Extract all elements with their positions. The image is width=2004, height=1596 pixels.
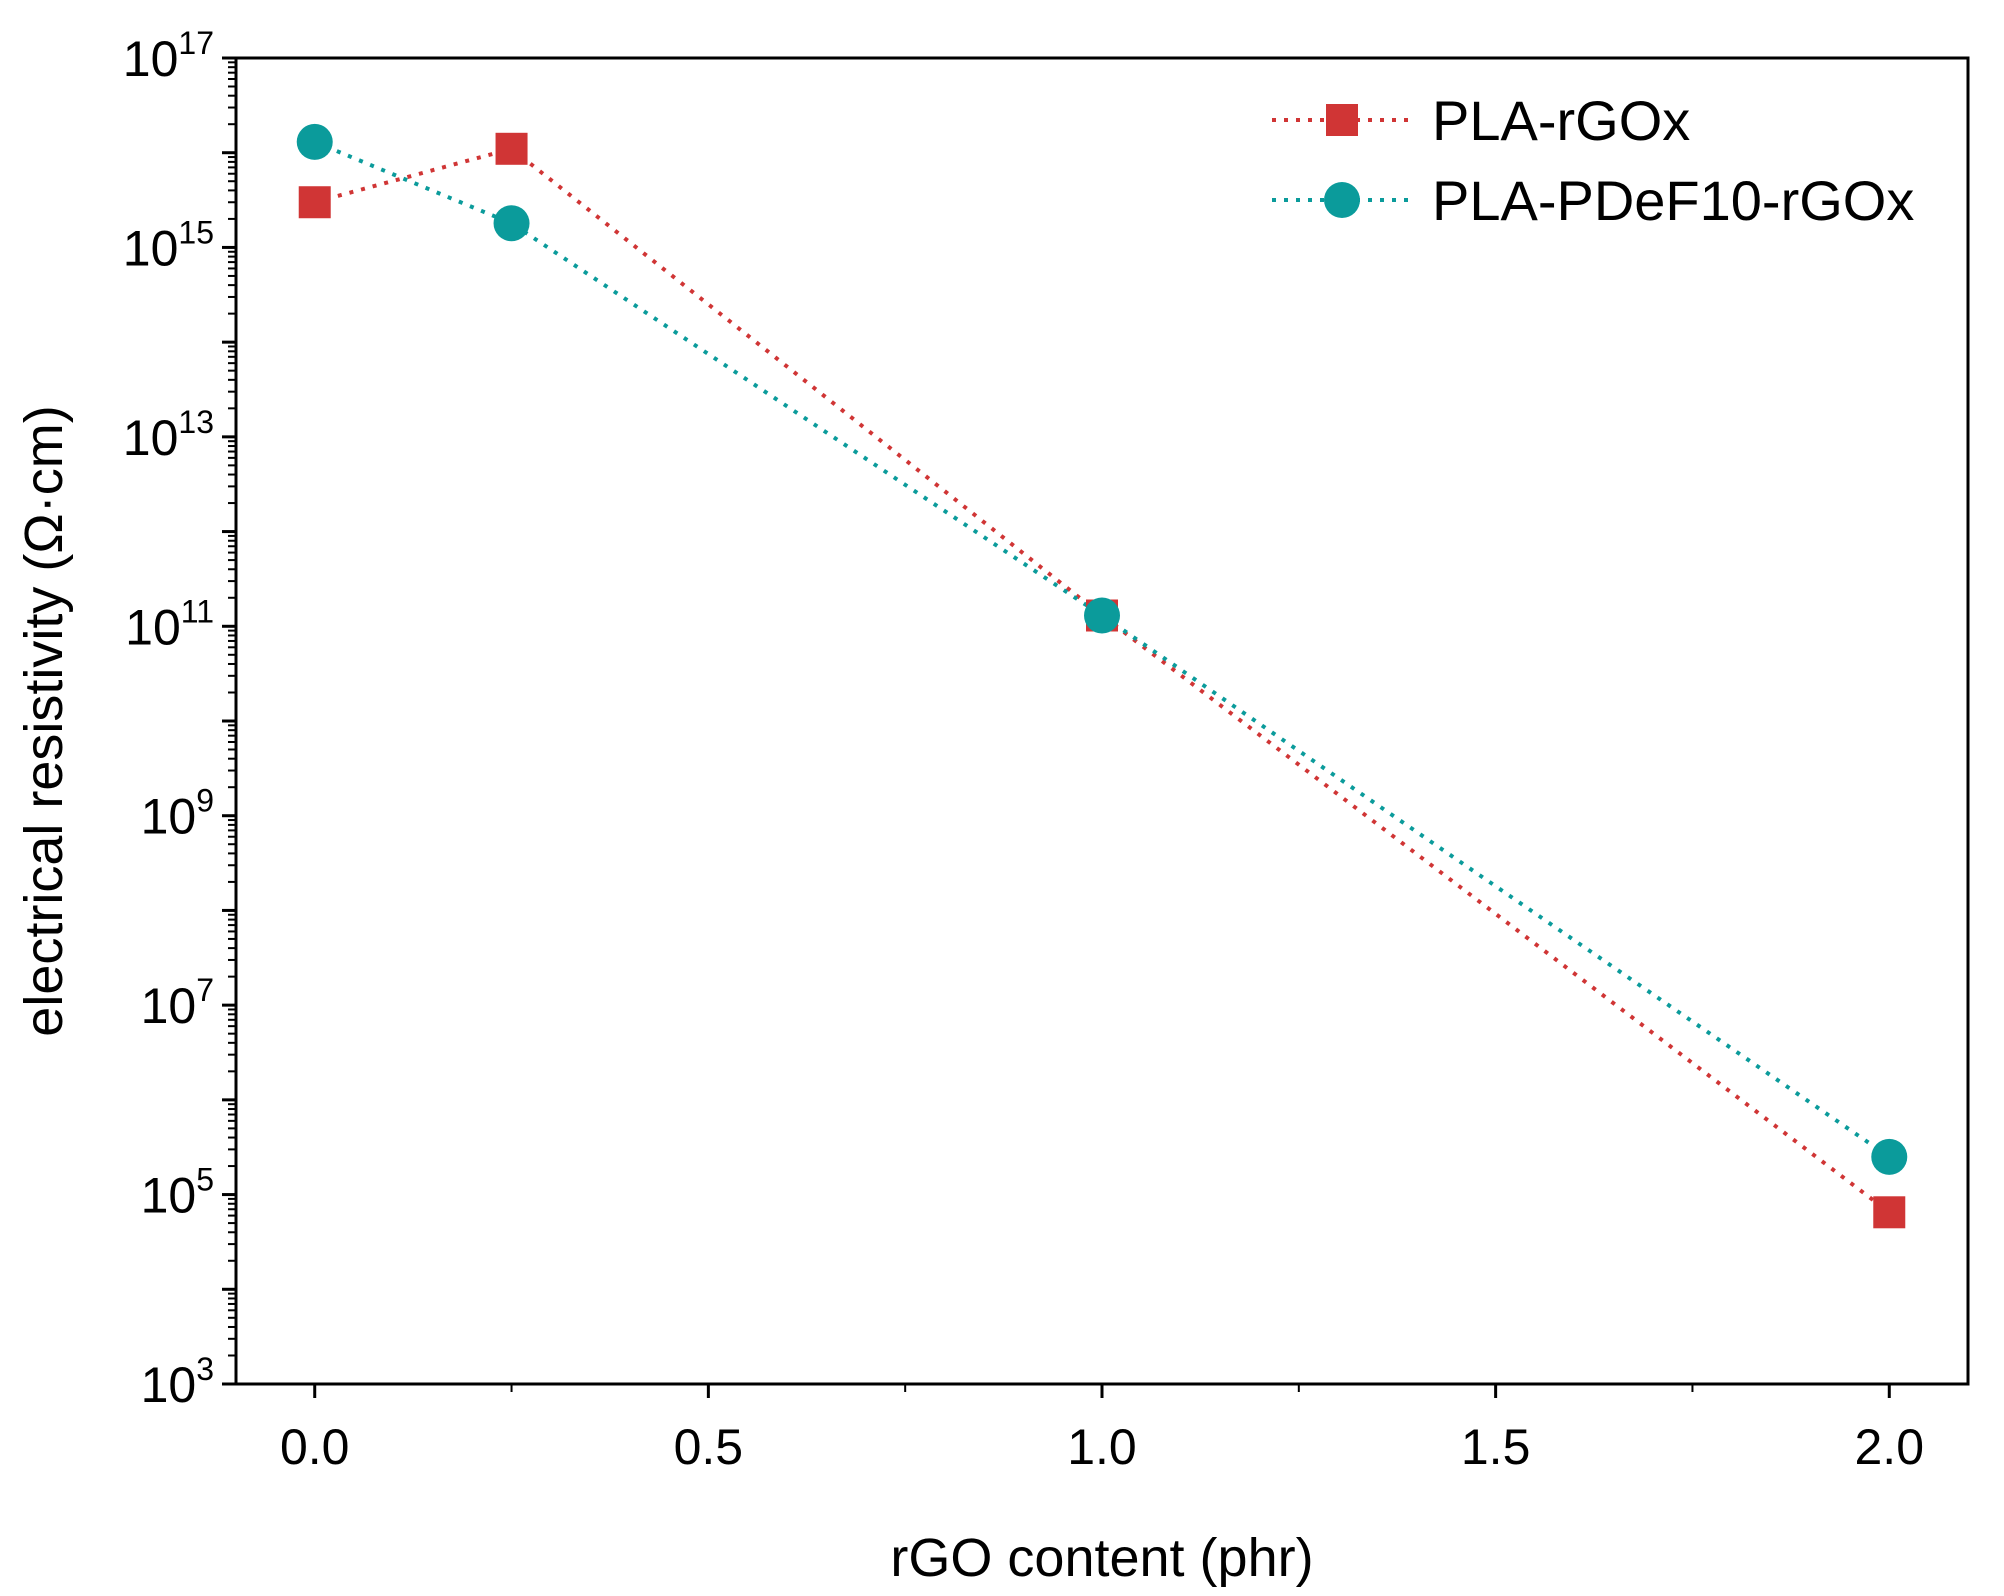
y-tick-label: 103 [141,1351,214,1413]
x-tick-label: 0.5 [674,1419,744,1475]
data-point-circle [493,205,530,242]
x-axis-label: rGO content (phr) [890,1528,1313,1588]
x-tick-label: 1.5 [1461,1419,1531,1475]
y-tick-label: 107 [141,972,214,1034]
x-axis: 0.0 0.5 1.0 1.5 2.0 [280,1384,1924,1475]
legend-label: PLA-PDeF10-rGOx [1432,169,1914,232]
plot-lines [313,140,1891,1214]
y-tick-label: 1017 [123,25,214,87]
data-point-square [495,132,528,165]
x-tick-label: 0.0 [280,1419,350,1475]
y-tick-label: 1011 [125,593,214,655]
data-point-circle [1871,1138,1908,1175]
x-tick-label: 1.0 [1067,1419,1137,1475]
y-axis: 103 105 107 109 1011 1013 1015 1017 [123,25,236,1413]
data-point-circle [296,123,333,160]
y-tick-label: 105 [141,1162,214,1224]
x-tick-label: 2.0 [1855,1419,1925,1475]
data-point-square [298,186,331,219]
legend-label: PLA-rGOx [1432,89,1690,152]
y-tick-label: 109 [141,783,214,845]
legend-marker-square [1326,104,1358,136]
legend-marker-circle [1324,182,1360,218]
data-point-square [1873,1196,1906,1229]
legend: PLA-rGOx PLA-PDeF10-rGOx [1272,89,1914,232]
plot-markers [296,123,1908,1229]
y-tick-label: 1013 [123,404,214,466]
data-point-circle [1084,597,1120,634]
y-tick-label: 1015 [123,214,214,276]
series-line-1 [313,140,1891,1159]
y-axis-label: electrical resistivity (Ω·cm) [14,405,74,1036]
